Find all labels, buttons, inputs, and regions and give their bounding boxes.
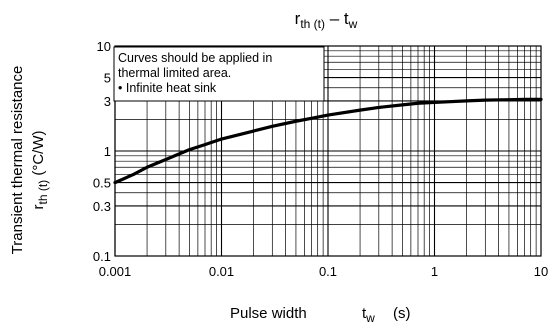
series-layer xyxy=(113,97,543,185)
y-tick-labels: 0.1 0.3 0.5 1 3 5 10 xyxy=(93,39,111,264)
x-tick-label: 0.1 xyxy=(319,264,337,279)
title-sep: – t xyxy=(325,9,349,28)
title-main: r xyxy=(295,9,301,28)
x-tick-label: 0.01 xyxy=(209,264,234,279)
y-tick-label: 1 xyxy=(104,144,111,159)
plot-frame xyxy=(114,45,542,257)
x-tick-label: 1 xyxy=(431,264,438,279)
x-axis-label: Pulse width tw (s) xyxy=(230,305,411,326)
x-axis-unit: (s) xyxy=(393,305,411,322)
annotation-line-3: • Infinite heat sink xyxy=(118,81,217,95)
y-axis-symbol-sub: th (t) xyxy=(36,180,50,205)
y-tick-label: 3 xyxy=(104,94,111,109)
x-axis-label-text: Pulse width xyxy=(230,305,307,322)
y-axis-symbol: r xyxy=(30,205,47,210)
y-tick-label: 0.1 xyxy=(93,249,111,264)
y-axis-label-line-1: Transient thermal resistance xyxy=(9,66,26,255)
annotation-box: Curves should be applied in thermal limi… xyxy=(113,46,325,102)
x-tick-label: 0.001 xyxy=(99,264,132,279)
title-sub2: w xyxy=(348,17,358,31)
x-axis-symbol-sub: w xyxy=(365,311,375,325)
x-tick-label: 10 xyxy=(534,264,548,279)
chart-title: rth (t) – tw xyxy=(295,9,358,31)
annotation-bg xyxy=(113,46,325,102)
series-line xyxy=(113,97,543,185)
y-axis-unit: (°C/W) xyxy=(30,131,47,176)
y-tick-label: 0.5 xyxy=(93,176,111,191)
title-sub: th (t) xyxy=(300,17,325,31)
y-axis-label-line-2: rth (t) (°C/W) xyxy=(30,131,50,210)
y-tick-label: 0.3 xyxy=(93,199,111,214)
y-tick-label: 10 xyxy=(97,39,111,54)
annotation-line-1: Curves should be applied in xyxy=(118,51,272,65)
y-tick-label: 5 xyxy=(104,71,111,86)
x-tick-labels: 0.001 0.01 0.1 1 10 xyxy=(99,264,549,279)
annotation-line-2: thermal limited area. xyxy=(118,66,231,80)
x-axis-symbol: t xyxy=(362,305,367,322)
